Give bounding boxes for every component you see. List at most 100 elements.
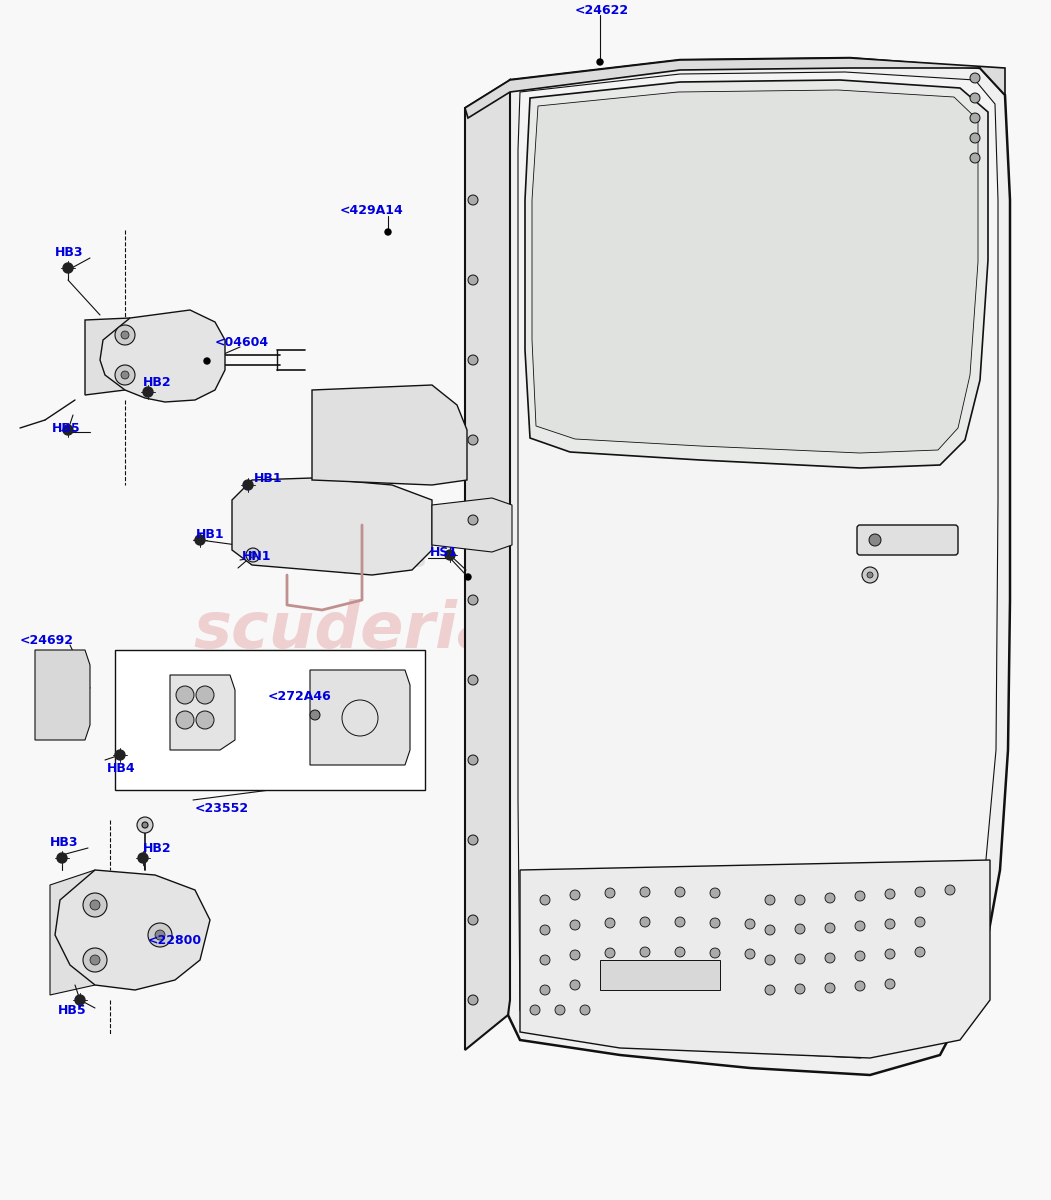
- Bar: [824, 672, 875, 724]
- Circle shape: [468, 275, 478, 284]
- Circle shape: [540, 985, 550, 995]
- Circle shape: [63, 425, 73, 434]
- Bar: [720, 620, 772, 672]
- Circle shape: [154, 930, 165, 940]
- Circle shape: [115, 325, 135, 346]
- Bar: [928, 828, 980, 880]
- Polygon shape: [432, 498, 512, 552]
- Circle shape: [605, 888, 615, 898]
- Circle shape: [115, 365, 135, 385]
- Polygon shape: [312, 385, 467, 485]
- Circle shape: [570, 950, 580, 960]
- Circle shape: [970, 152, 980, 163]
- Circle shape: [765, 955, 775, 965]
- Bar: [928, 724, 980, 776]
- Text: scuderia: scuderia: [193, 599, 500, 661]
- Circle shape: [795, 984, 805, 994]
- Circle shape: [195, 710, 214, 728]
- Text: <24692: <24692: [20, 634, 74, 647]
- Circle shape: [869, 534, 881, 546]
- FancyBboxPatch shape: [600, 960, 720, 990]
- Polygon shape: [310, 670, 410, 766]
- Text: car  parts: car parts: [267, 541, 427, 575]
- Bar: [720, 672, 772, 724]
- Circle shape: [825, 893, 834, 902]
- Circle shape: [867, 572, 873, 578]
- Circle shape: [83, 948, 107, 972]
- Circle shape: [856, 922, 865, 931]
- Circle shape: [640, 947, 650, 958]
- Circle shape: [250, 552, 256, 558]
- Circle shape: [765, 895, 775, 905]
- Circle shape: [540, 895, 550, 905]
- Text: HB5: HB5: [58, 1003, 86, 1016]
- Circle shape: [195, 535, 205, 545]
- Circle shape: [856, 890, 865, 901]
- Circle shape: [640, 917, 650, 926]
- Circle shape: [540, 955, 550, 965]
- Circle shape: [945, 886, 955, 895]
- Circle shape: [675, 917, 685, 926]
- Polygon shape: [85, 318, 130, 395]
- Circle shape: [745, 949, 755, 959]
- Circle shape: [142, 822, 148, 828]
- Polygon shape: [526, 80, 988, 468]
- Circle shape: [468, 755, 478, 766]
- Circle shape: [605, 948, 615, 958]
- Circle shape: [745, 919, 755, 929]
- Text: <22800: <22800: [148, 934, 202, 947]
- Circle shape: [83, 893, 107, 917]
- Bar: [772, 672, 824, 724]
- Bar: [824, 620, 875, 672]
- Bar: [720, 724, 772, 776]
- Circle shape: [540, 925, 550, 935]
- Circle shape: [915, 947, 925, 958]
- FancyBboxPatch shape: [857, 526, 959, 554]
- Bar: [720, 828, 772, 880]
- Circle shape: [121, 371, 129, 379]
- Bar: [772, 828, 824, 880]
- Bar: [875, 776, 928, 828]
- Bar: [875, 620, 928, 672]
- Circle shape: [468, 194, 478, 205]
- Circle shape: [468, 434, 478, 445]
- Bar: [928, 620, 980, 672]
- Text: HB3: HB3: [50, 835, 79, 848]
- Polygon shape: [232, 478, 432, 575]
- Circle shape: [970, 92, 980, 103]
- Circle shape: [970, 113, 980, 122]
- Circle shape: [675, 887, 685, 898]
- Circle shape: [710, 948, 720, 958]
- Circle shape: [856, 950, 865, 961]
- Bar: [772, 776, 824, 828]
- Circle shape: [862, 566, 878, 583]
- Circle shape: [640, 977, 650, 986]
- Circle shape: [570, 920, 580, 930]
- Circle shape: [468, 914, 478, 925]
- Polygon shape: [50, 870, 95, 995]
- Circle shape: [468, 835, 478, 845]
- Circle shape: [597, 59, 603, 65]
- Circle shape: [825, 923, 834, 934]
- Circle shape: [121, 331, 129, 338]
- Circle shape: [468, 355, 478, 365]
- Circle shape: [530, 1006, 540, 1015]
- Bar: [928, 672, 980, 724]
- Circle shape: [57, 853, 67, 863]
- Bar: [824, 776, 875, 828]
- Circle shape: [795, 924, 805, 934]
- Circle shape: [385, 229, 391, 235]
- Polygon shape: [100, 310, 225, 402]
- Circle shape: [75, 995, 85, 1006]
- Circle shape: [246, 548, 260, 562]
- Circle shape: [468, 515, 478, 526]
- Text: <04604: <04604: [215, 336, 269, 348]
- Circle shape: [795, 954, 805, 964]
- Circle shape: [710, 888, 720, 898]
- Bar: [115, 650, 425, 790]
- Text: HB1: HB1: [195, 528, 225, 540]
- Circle shape: [765, 985, 775, 995]
- Circle shape: [90, 955, 100, 965]
- Circle shape: [580, 1006, 590, 1015]
- Circle shape: [204, 358, 210, 364]
